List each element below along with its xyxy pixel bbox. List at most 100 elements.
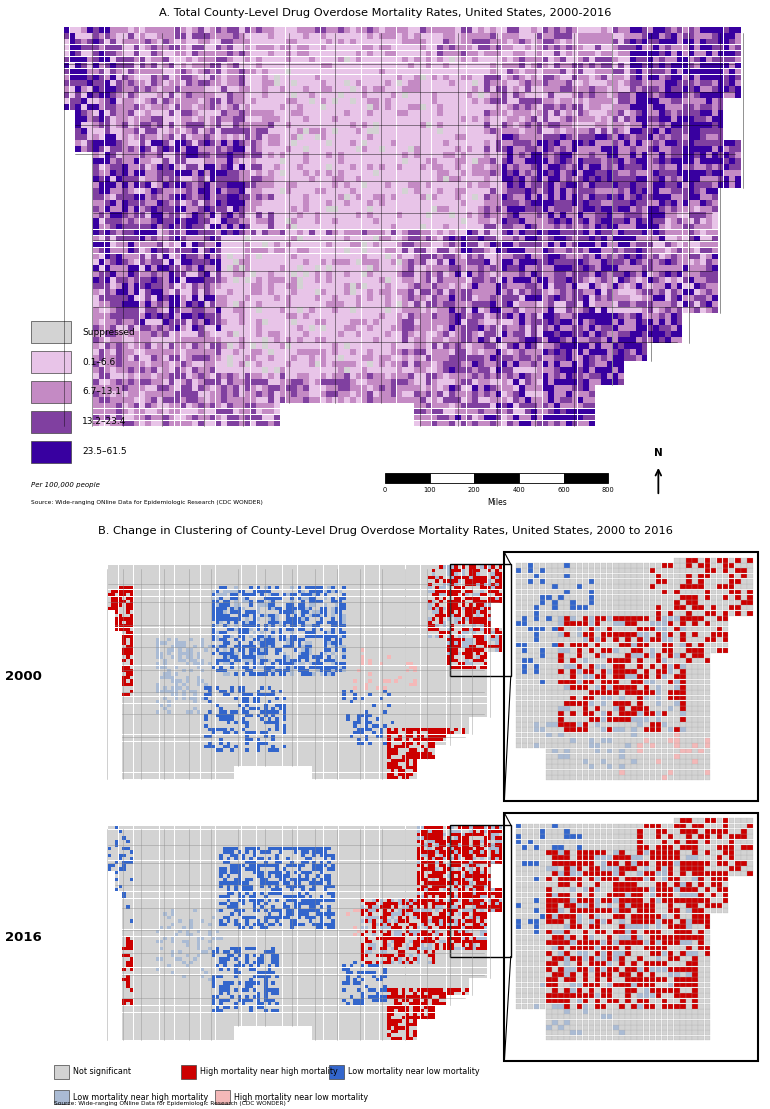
Bar — [290, 714, 293, 718]
Bar — [290, 762, 293, 765]
Bar — [394, 913, 398, 916]
Bar — [157, 295, 162, 301]
Bar — [394, 649, 398, 652]
Bar — [546, 994, 551, 998]
Bar — [450, 892, 454, 895]
Bar — [578, 87, 583, 92]
Bar — [223, 999, 226, 1003]
Bar — [677, 187, 682, 194]
Bar — [316, 874, 320, 877]
Bar — [212, 669, 216, 672]
Bar — [227, 295, 233, 301]
Bar — [469, 954, 473, 957]
Bar — [128, 99, 134, 104]
Bar — [594, 716, 601, 722]
Bar — [469, 579, 473, 582]
Bar — [167, 665, 171, 669]
Bar — [335, 1034, 338, 1037]
Bar — [335, 944, 338, 947]
Bar — [607, 307, 612, 313]
Bar — [323, 773, 327, 776]
Bar — [226, 576, 230, 579]
Bar — [601, 925, 607, 929]
Bar — [372, 854, 376, 857]
Bar — [156, 874, 159, 877]
Bar — [122, 700, 126, 703]
Bar — [469, 851, 473, 854]
Bar — [435, 926, 439, 929]
Bar — [157, 420, 162, 426]
Bar — [589, 403, 595, 408]
Bar — [554, 355, 560, 360]
Bar — [323, 978, 327, 981]
Bar — [245, 242, 250, 247]
Bar — [335, 878, 338, 882]
Bar — [478, 349, 484, 355]
Bar — [502, 295, 507, 301]
Bar — [638, 872, 643, 876]
Bar — [729, 146, 735, 152]
Bar — [343, 708, 346, 710]
Bar — [99, 313, 105, 319]
Bar — [122, 895, 126, 898]
Bar — [242, 999, 245, 1003]
Bar — [376, 898, 380, 902]
Bar — [116, 122, 122, 128]
Bar — [648, 272, 653, 277]
Bar — [594, 617, 601, 621]
Bar — [362, 289, 367, 295]
Bar — [383, 708, 387, 710]
Bar — [216, 194, 221, 200]
Bar — [431, 81, 437, 87]
Bar — [264, 566, 267, 569]
Bar — [331, 652, 335, 655]
Bar — [607, 152, 612, 157]
Bar — [268, 164, 274, 170]
Bar — [641, 87, 648, 92]
Bar — [201, 892, 204, 895]
Bar — [179, 874, 182, 877]
Bar — [683, 81, 688, 87]
Bar — [444, 319, 449, 325]
Bar — [491, 861, 495, 864]
Bar — [613, 206, 618, 212]
Bar — [525, 343, 531, 349]
Bar — [686, 627, 691, 631]
Bar — [398, 721, 402, 724]
Bar — [198, 254, 204, 260]
Bar — [209, 277, 216, 283]
Bar — [410, 659, 413, 662]
Bar — [137, 600, 141, 603]
Bar — [320, 696, 323, 700]
Bar — [431, 337, 437, 343]
Bar — [286, 194, 291, 200]
Bar — [353, 1022, 357, 1026]
Bar — [226, 686, 230, 690]
Bar — [601, 152, 607, 157]
Bar — [473, 826, 476, 830]
Bar — [537, 81, 542, 87]
Bar — [698, 1015, 704, 1019]
Bar — [668, 962, 674, 966]
Bar — [548, 57, 554, 62]
Bar — [410, 1006, 413, 1009]
Bar — [223, 840, 226, 843]
Bar — [201, 762, 204, 765]
Bar — [238, 836, 242, 840]
Bar — [631, 728, 637, 732]
Bar — [420, 600, 424, 603]
Bar — [390, 576, 394, 579]
Bar — [362, 206, 367, 212]
Bar — [141, 867, 145, 871]
Bar — [460, 44, 467, 51]
Bar — [490, 313, 496, 319]
Bar — [450, 582, 454, 586]
Bar — [473, 676, 476, 679]
Bar — [444, 164, 449, 170]
Bar — [146, 110, 151, 116]
Bar — [301, 607, 305, 610]
Bar — [589, 573, 594, 579]
Bar — [182, 1016, 186, 1019]
Bar — [560, 170, 566, 175]
Bar — [461, 607, 465, 610]
